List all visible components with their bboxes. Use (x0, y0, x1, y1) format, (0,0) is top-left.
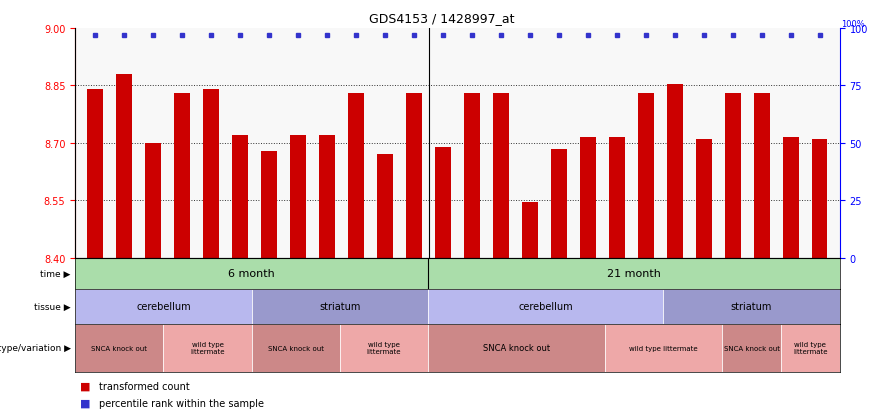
Bar (377, 155, 393, 258)
Bar (262, 151, 278, 258)
Text: 6 month: 6 month (228, 268, 275, 279)
Text: wild type
littermate: wild type littermate (793, 342, 827, 354)
Bar (88, 90, 103, 258)
Bar (319, 136, 335, 258)
Bar (551, 149, 567, 258)
Text: cerebellum: cerebellum (136, 301, 191, 312)
Bar (174, 94, 190, 258)
Bar (605, 324, 722, 372)
Bar (348, 94, 364, 258)
Bar (754, 94, 770, 258)
Bar (725, 94, 741, 258)
Bar (722, 324, 781, 372)
Text: transformed count: transformed count (99, 381, 190, 391)
Bar (435, 147, 451, 258)
Text: tissue ▶: tissue ▶ (34, 302, 71, 311)
Bar (580, 138, 596, 258)
Text: GDS4153 / 1428997_at: GDS4153 / 1428997_at (370, 12, 514, 25)
Text: wild type
littermate: wild type littermate (367, 342, 401, 354)
Bar (493, 94, 509, 258)
Text: SNCA knock out: SNCA knock out (91, 345, 148, 351)
Bar (145, 144, 161, 258)
Text: percentile rank within the sample: percentile rank within the sample (99, 398, 264, 408)
Bar (252, 289, 428, 324)
Bar (464, 94, 480, 258)
Text: SNCA knock out: SNCA knock out (268, 345, 324, 351)
Bar (663, 289, 840, 324)
Bar (522, 203, 537, 258)
Bar (75, 289, 252, 324)
Text: striatum: striatum (319, 301, 361, 312)
Text: 21 month: 21 month (607, 268, 661, 279)
Text: SNCA knock out: SNCA knock out (483, 344, 550, 352)
Bar (232, 136, 248, 258)
Bar (339, 324, 428, 372)
Bar (75, 324, 164, 372)
Text: ■: ■ (80, 398, 90, 408)
Text: wild type littermate: wild type littermate (629, 345, 697, 351)
Bar (428, 324, 605, 372)
Bar (117, 75, 133, 258)
Bar (252, 324, 339, 372)
Bar (290, 136, 306, 258)
Bar (781, 324, 840, 372)
Bar (203, 90, 219, 258)
Text: striatum: striatum (731, 301, 773, 312)
Bar (164, 324, 252, 372)
Bar (428, 289, 663, 324)
Text: SNCA knock out: SNCA knock out (724, 345, 780, 351)
Bar (406, 94, 422, 258)
Text: time ▶: time ▶ (41, 269, 71, 278)
Bar (696, 140, 712, 258)
Text: cerebellum: cerebellum (518, 301, 573, 312)
Text: wild type
littermate: wild type littermate (190, 342, 225, 354)
Bar (667, 84, 682, 258)
Bar (637, 94, 653, 258)
Bar (782, 138, 798, 258)
Text: 100%: 100% (842, 20, 865, 29)
Bar (812, 140, 827, 258)
Bar (609, 138, 625, 258)
Text: ■: ■ (80, 381, 90, 391)
Text: genotype/variation ▶: genotype/variation ▶ (0, 344, 71, 352)
